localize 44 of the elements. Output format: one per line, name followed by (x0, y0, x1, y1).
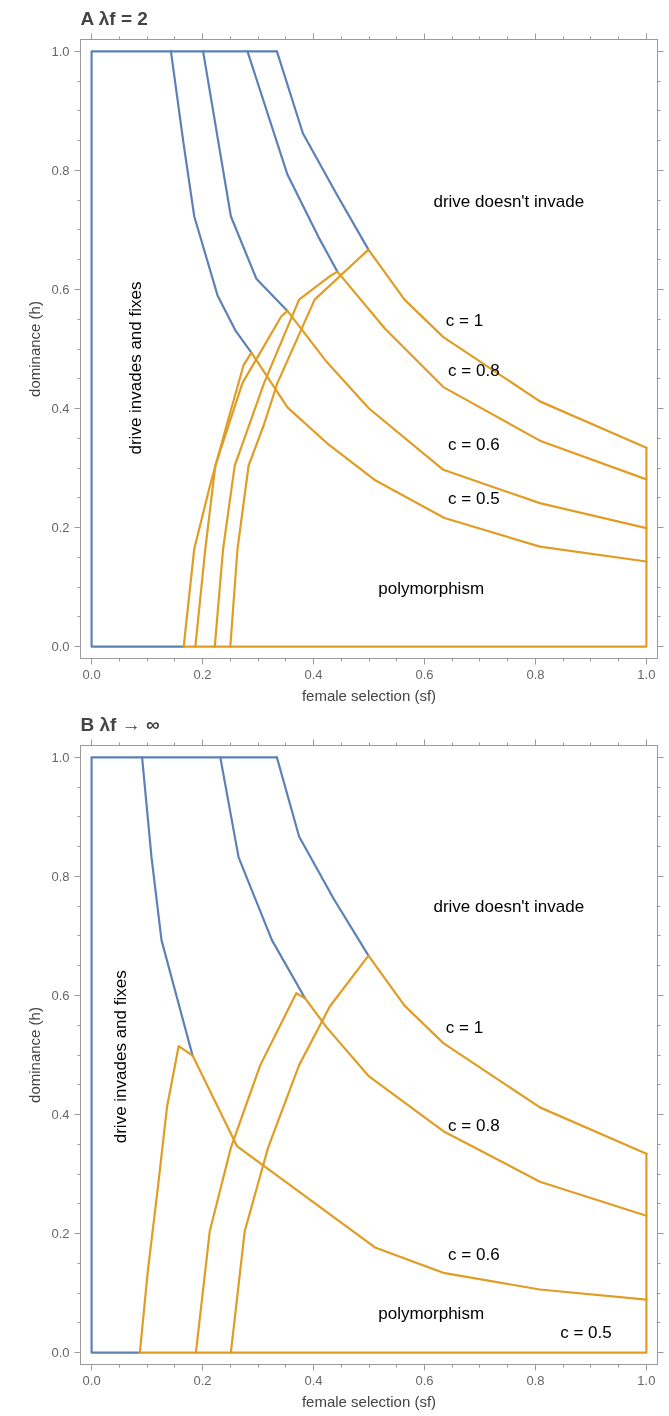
x-tick-label: 0.0 (82, 666, 101, 682)
y-tick-label: 1.0 (51, 749, 70, 765)
x-tick-label: 0.8 (526, 666, 545, 682)
y-tick-label: 0.0 (51, 1345, 70, 1361)
y-tick-label: 0.6 (51, 987, 70, 1003)
x-axis-title: female selection (sf) (301, 686, 437, 704)
y-tick-label: 0.2 (51, 1226, 70, 1242)
y-tick-label: 0.8 (51, 868, 70, 884)
y-tick-label: 0.4 (51, 1107, 70, 1123)
x-tick-label: 0.2 (193, 1372, 212, 1388)
y-tick-label: 0.2 (51, 520, 70, 536)
x-tick-label: 0.6 (415, 666, 434, 682)
x-tick-label: 0.2 (193, 666, 212, 682)
annotation: c = 0.8 (448, 1116, 500, 1136)
x-tick-label: 1.0 (637, 1372, 656, 1388)
annotation: c = 1 (445, 1018, 484, 1038)
annotation: c = 0.5 (560, 1323, 612, 1343)
y-axis-title: dominance (h) (26, 1007, 44, 1103)
annotation: polymorphism (378, 1303, 485, 1323)
x-tick-label: 0.0 (82, 1372, 101, 1388)
annotation: c = 0.6 (448, 1245, 500, 1265)
annotation: drive invades and fixes (126, 281, 146, 455)
y-tick-label: 1.0 (51, 43, 70, 59)
annotation: drive doesn't invade (433, 192, 585, 212)
chart-title: B λf → ∞ (80, 713, 160, 735)
x-tick-label: 1.0 (637, 666, 656, 682)
x-tick-label: 0.4 (304, 1372, 323, 1388)
x-tick-label: 0.8 (526, 1372, 545, 1388)
annotation: c = 1 (445, 310, 484, 330)
y-tick-label: 0.6 (51, 281, 70, 297)
x-tick-label: 0.4 (304, 666, 323, 682)
annotation: c = 0.5 (448, 489, 500, 509)
y-tick-label: 0.0 (51, 639, 70, 655)
y-axis-title: dominance (h) (26, 301, 44, 397)
chart-title: A λf = 2 (80, 7, 148, 29)
x-tick-label: 0.6 (415, 1372, 434, 1388)
annotation: polymorphism (378, 578, 485, 598)
y-tick-label: 0.8 (51, 162, 70, 178)
annotation: c = 0.6 (448, 435, 500, 455)
x-axis-title: female selection (sf) (301, 1392, 437, 1410)
annotation: drive doesn't invade (433, 897, 585, 917)
annotation: drive invades and fixes (110, 970, 130, 1144)
annotation: c = 0.8 (448, 360, 500, 380)
y-tick-label: 0.4 (51, 401, 70, 417)
